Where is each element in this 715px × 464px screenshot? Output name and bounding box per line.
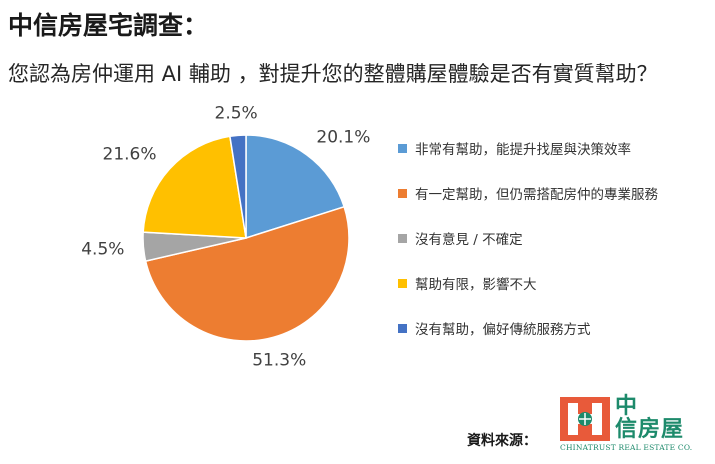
legend-swatch [398, 188, 407, 198]
legend-label: 有一定幫助，但仍需搭配房仲的專業服務 [415, 187, 658, 203]
pie-slice [142, 135, 247, 239]
legend-item: 幫助有限，影響不大 [398, 273, 537, 293]
legend-item: 有一定幫助，但仍需搭配房仲的專業服務 [398, 183, 658, 203]
legend-label: 沒有意見 / 不確定 [415, 232, 523, 248]
chinatrust-logo: 中 信房屋 CHINATRUST REAL ESTATE CO. [560, 395, 700, 457]
legend-swatch [398, 233, 407, 243]
pie-data-label: 21.6% [103, 144, 157, 164]
legend-item: 沒有幫助，偏好傳統服務方式 [398, 318, 591, 338]
pie-data-label: 20.1% [316, 127, 370, 147]
legend-label: 幫助有限，影響不大 [415, 277, 537, 293]
legend-swatch [398, 143, 407, 153]
chinatrust-logo-name: 中 信房屋 [615, 394, 685, 442]
source-label: 資料來源： [467, 433, 537, 449]
pie-slice [144, 205, 350, 342]
pie-data-label: 4.5% [81, 240, 124, 260]
chinatrust-logo-mark-icon [560, 397, 610, 441]
pie-slice [245, 134, 346, 240]
survey-question: 您認為房仲運用 AI 輔助 ，對提升您的整體購屋體驗是否有實質幫助？ [8, 62, 658, 86]
legend-label: 非常有幫助，能提升找屋與決策效率 [415, 142, 631, 158]
pie-slice [229, 134, 247, 239]
legend-swatch [398, 278, 407, 288]
pie-data-label: 51.3% [252, 351, 306, 371]
page-title: 中信房屋宅調查： [8, 11, 209, 40]
legend-item: 非常有幫助，能提升找屋與決策效率 [398, 138, 631, 158]
chinatrust-logo-english: CHINATRUST REAL ESTATE CO. [560, 443, 693, 452]
legend-label: 沒有幫助，偏好傳統服務方式 [415, 322, 591, 338]
legend-item: 沒有意見 / 不確定 [398, 228, 523, 248]
pie-data-label: 2.5% [215, 103, 258, 123]
legend-swatch [398, 323, 407, 333]
